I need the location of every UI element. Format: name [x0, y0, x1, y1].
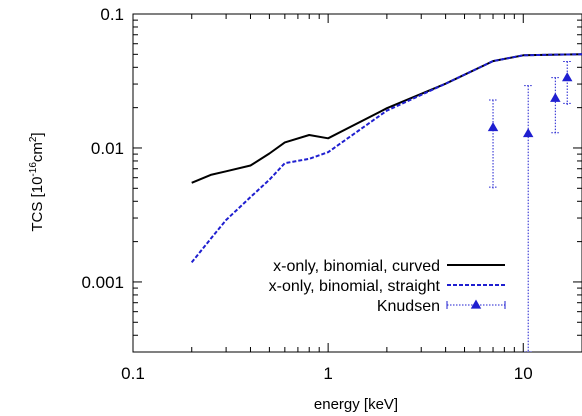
- series-layer: [190, 53, 582, 352]
- knudsen-point: [561, 72, 573, 82]
- knudsen-point: [487, 122, 499, 132]
- series-line-straight: [190, 53, 582, 264]
- series-line-curved: [191, 53, 582, 184]
- y-axis-label-exp2: 2: [28, 136, 39, 142]
- knudsen-point: [522, 128, 534, 138]
- y-axis-label-base: TCS [10: [29, 177, 46, 232]
- y-axis-label-exp1: -16: [28, 162, 39, 177]
- plot-frame: [132, 13, 582, 353]
- y-axis-label: TCS [10-16cm2]: [28, 132, 46, 231]
- legend-label: x-only, binomial, straight: [269, 278, 441, 295]
- axis-ticks: 0.1 1 10 0.001 0.01 0.1: [81, 5, 582, 383]
- y-tick-label: 0.001: [81, 273, 124, 292]
- plot-area: [132, 13, 582, 353]
- y-axis-label-end: ]: [29, 132, 46, 136]
- legend-label: x-only, binomial, curved: [273, 258, 440, 275]
- x-tick-label: 0.1: [121, 364, 145, 383]
- y-axis-label-mid: cm: [29, 142, 46, 162]
- x-axis-label: energy [keV]: [314, 396, 398, 413]
- y-tick-label: 0.01: [91, 139, 124, 158]
- y-tick-label: 0.1: [100, 5, 124, 24]
- knudsen-point: [550, 92, 561, 102]
- legend-label: Knudsen: [377, 298, 440, 315]
- x-tick-label: 10: [514, 364, 533, 383]
- legend-marker: [470, 299, 482, 309]
- x-tick-label: 1: [323, 364, 332, 383]
- legend: x-only, binomial, curved x-only, binomial…: [269, 258, 506, 315]
